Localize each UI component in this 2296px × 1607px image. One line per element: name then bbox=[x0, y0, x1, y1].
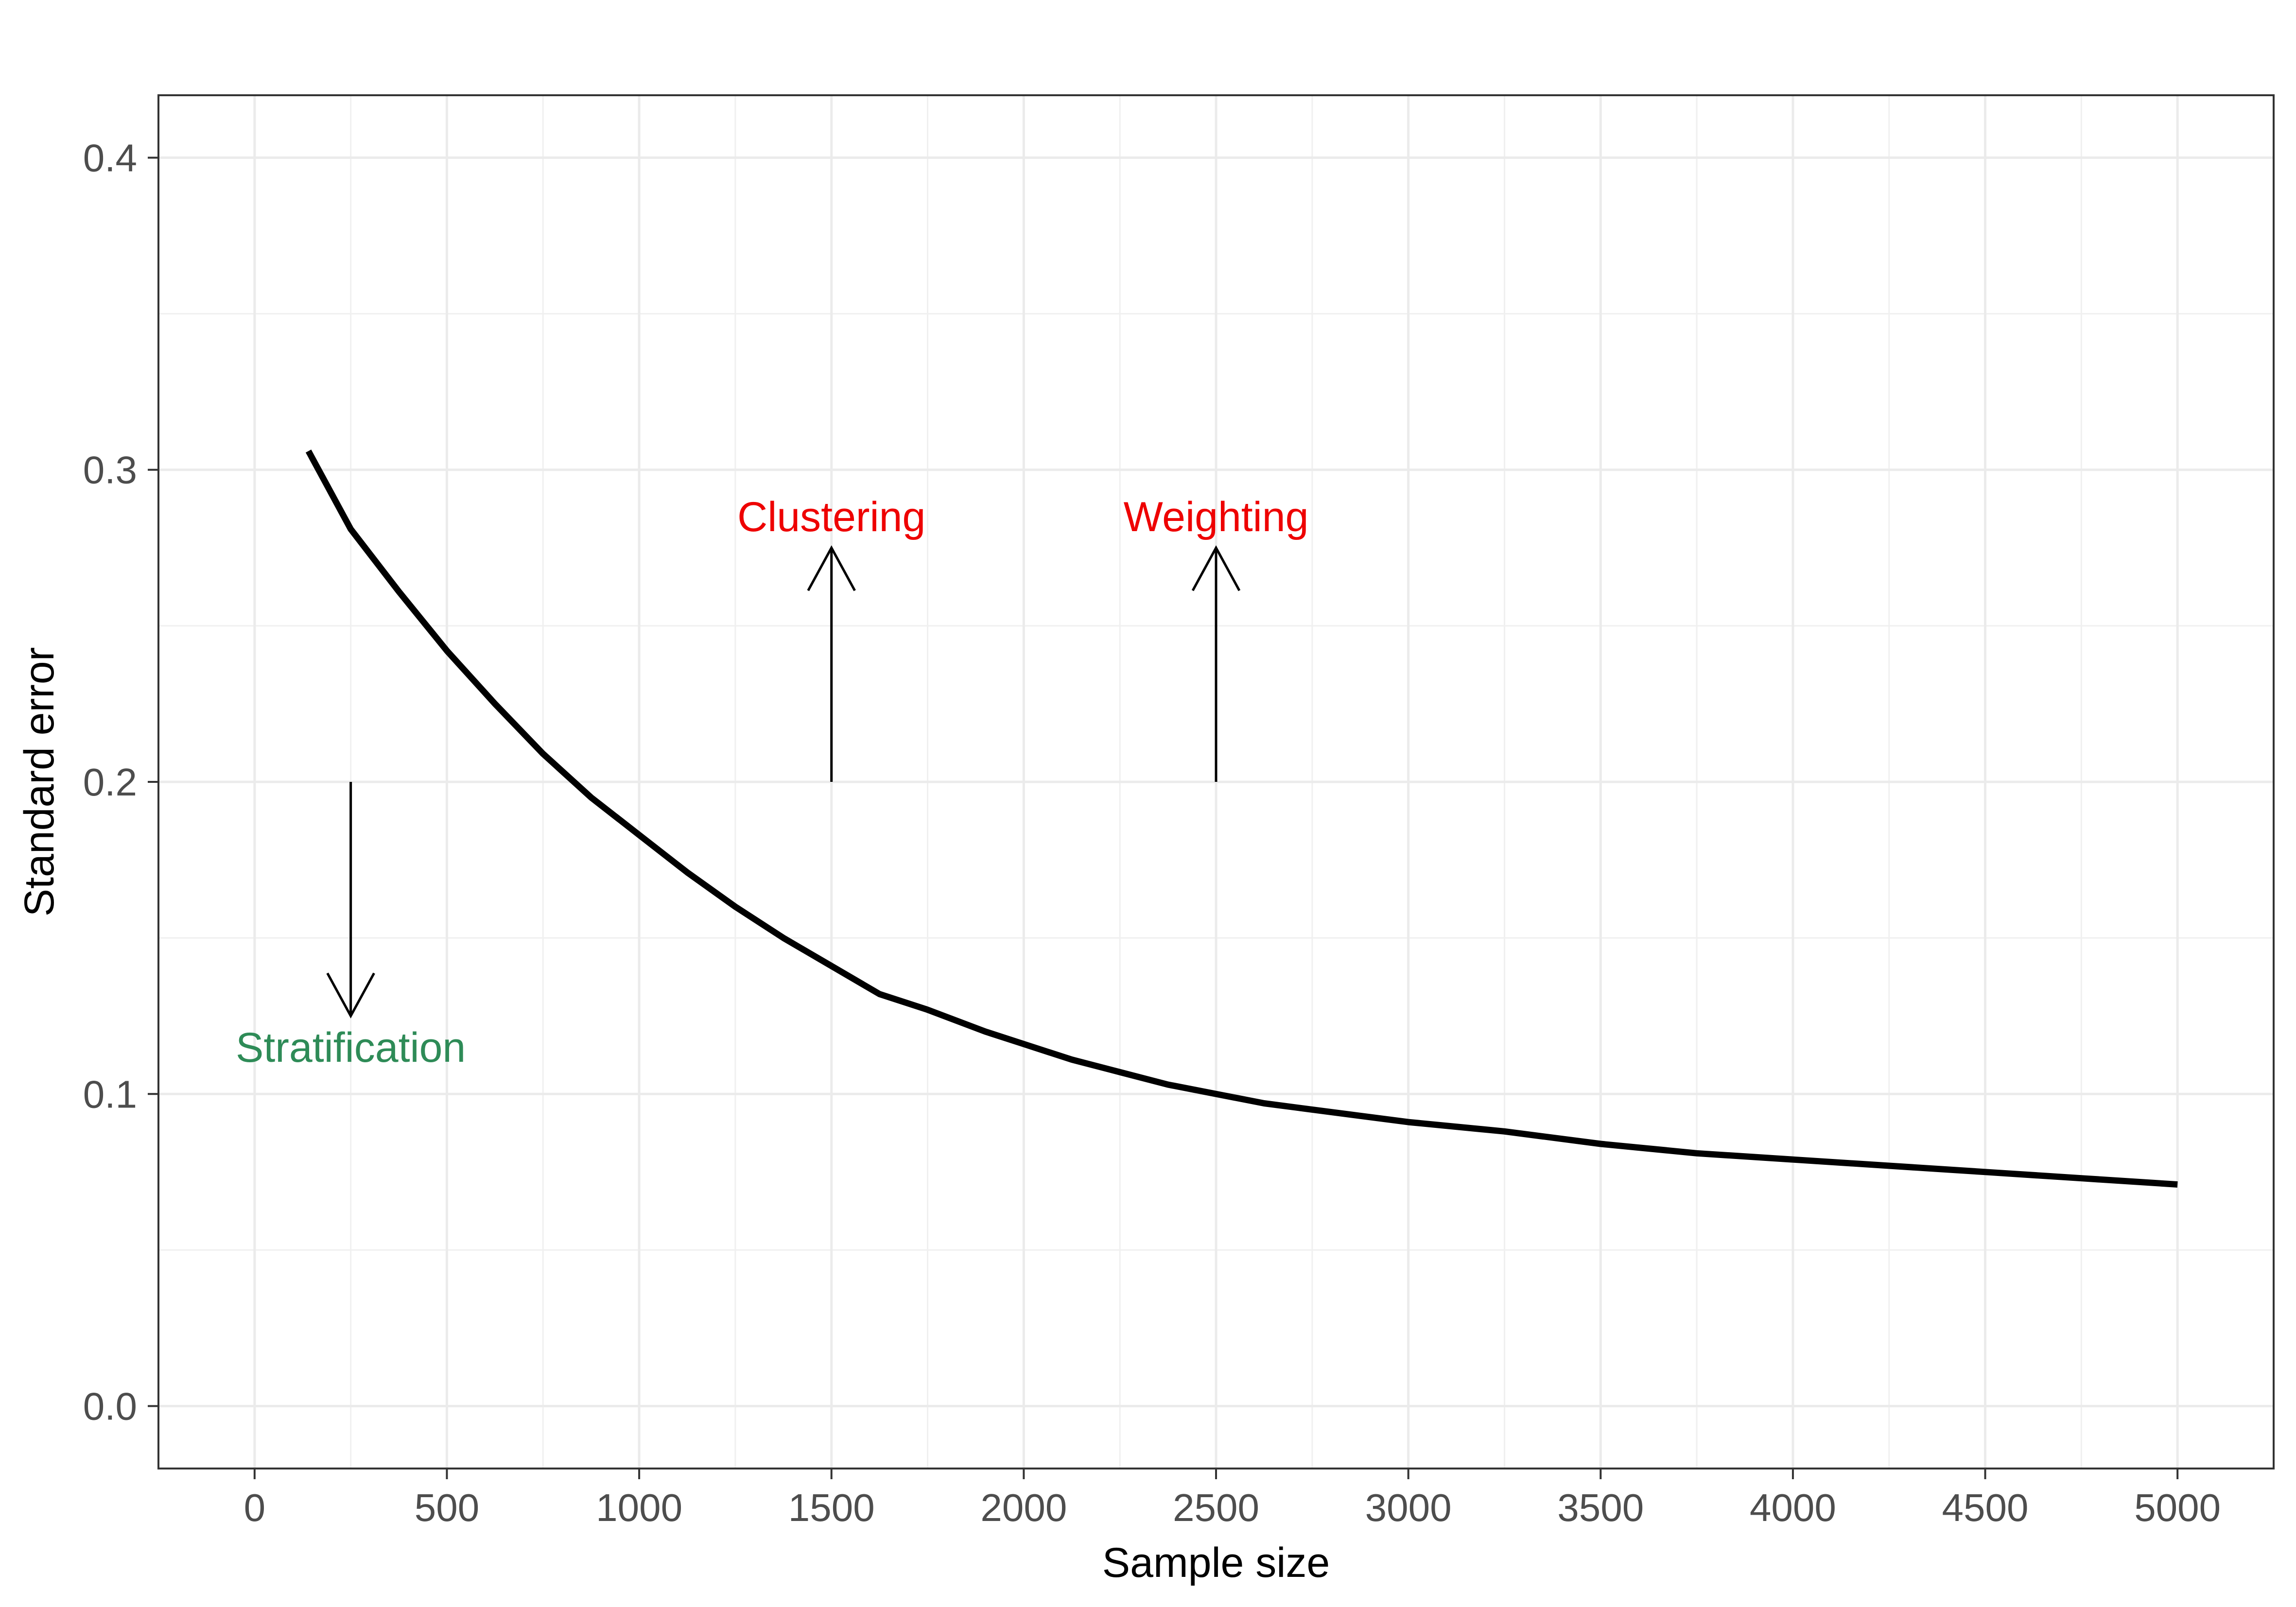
annotation-layer: Stratification Clustering Weighting bbox=[236, 494, 1308, 1071]
x-tick-label: 2000 bbox=[980, 1486, 1067, 1529]
y-tick-label: 0.2 bbox=[83, 760, 137, 804]
x-tick-label: 1000 bbox=[596, 1486, 682, 1529]
x-tick-label: 500 bbox=[415, 1486, 479, 1529]
annotation-arrow-head bbox=[807, 545, 856, 591]
y-axis-title: Standard error bbox=[16, 647, 63, 917]
x-tick-label: 2500 bbox=[1173, 1486, 1259, 1529]
y-tick-label: 0.0 bbox=[83, 1385, 137, 1428]
x-tick-label: 5000 bbox=[2134, 1486, 2221, 1529]
annotation-label: Weighting bbox=[1124, 494, 1309, 540]
x-axis-title: Sample size bbox=[1102, 1539, 1330, 1586]
annotation-arrow-head bbox=[1191, 545, 1241, 591]
x-tick-label: 1500 bbox=[788, 1486, 875, 1529]
annotation-label: Clustering bbox=[737, 494, 925, 540]
y-tick-label: 0.1 bbox=[83, 1072, 137, 1116]
x-axis: 0 500 1000 1500 2000 2500 3000 3500 4000 4500 5000 bbox=[244, 1469, 2221, 1529]
x-tick-label: 0 bbox=[244, 1486, 266, 1529]
annotation-label: Stratification bbox=[236, 1024, 466, 1071]
y-tick-label: 0.4 bbox=[83, 136, 137, 179]
x-tick-label: 4500 bbox=[1942, 1486, 2029, 1529]
y-tick-label: 0.3 bbox=[83, 449, 137, 492]
x-tick-label: 4000 bbox=[1750, 1486, 1836, 1529]
series-layer bbox=[305, 449, 2178, 1188]
series-line-0 bbox=[305, 449, 2178, 1188]
annotation-arrow-head bbox=[326, 972, 375, 1019]
x-tick-label: 3500 bbox=[1557, 1486, 1644, 1529]
y-axis: 0.0 0.1 0.2 0.3 0.4 bbox=[83, 136, 158, 1428]
x-tick-label: 3000 bbox=[1365, 1486, 1452, 1529]
